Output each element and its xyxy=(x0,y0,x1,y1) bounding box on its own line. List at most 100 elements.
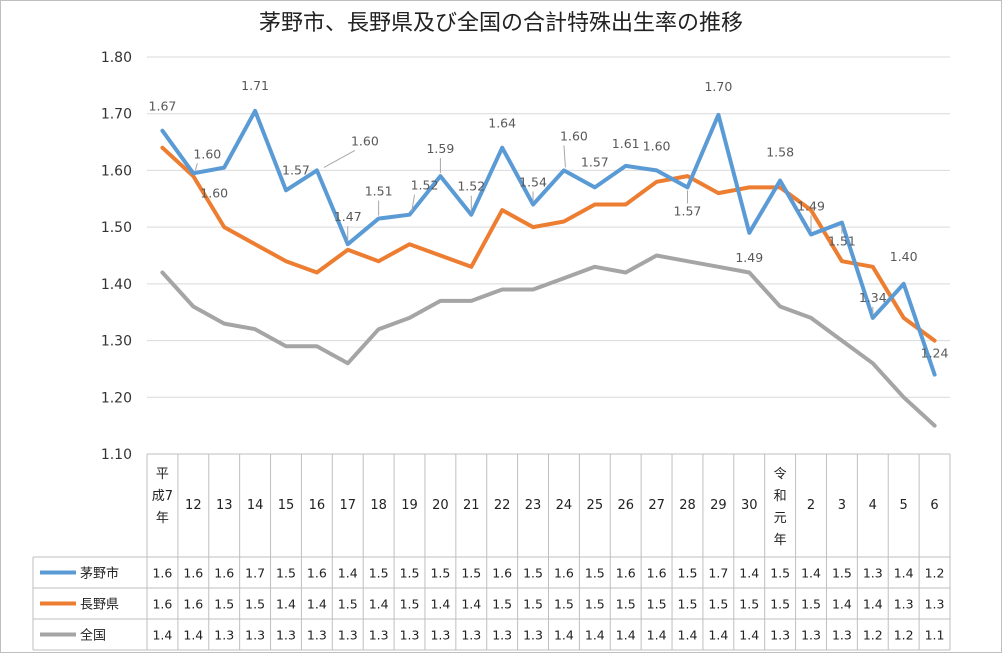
table-cell: 1.4 xyxy=(832,597,852,612)
series-name: 全国 xyxy=(80,628,106,644)
series-line xyxy=(160,253,937,428)
x-tick-label: 年 xyxy=(774,533,787,548)
label-leader-line xyxy=(194,163,198,171)
table-cell: 1.3 xyxy=(245,628,265,643)
table-cell: 1.6 xyxy=(152,597,172,612)
table-cell: 1.5 xyxy=(832,566,852,581)
x-tick-label: 22 xyxy=(494,498,511,513)
table-cell: 1.4 xyxy=(739,628,759,643)
data-label: 1.40 xyxy=(890,249,918,264)
data-label: 1.52 xyxy=(457,179,485,194)
table-cell: 1.5 xyxy=(369,566,389,581)
data-label: 1.47 xyxy=(334,209,362,224)
data-label: 1.51 xyxy=(828,234,856,249)
x-tick-label: 成7 xyxy=(152,489,173,504)
x-tick-label: 15 xyxy=(278,498,295,513)
x-tick-label: 13 xyxy=(216,498,233,513)
table-cell: 1.5 xyxy=(400,597,420,612)
data-label: 1.60 xyxy=(200,186,228,201)
table-cell: 1.4 xyxy=(616,628,636,643)
data-label: 1.52 xyxy=(411,178,439,193)
x-tick-label: 28 xyxy=(679,498,696,513)
table-cell: 1.3 xyxy=(307,628,327,643)
data-label: 1.34 xyxy=(859,290,887,305)
x-tick-label: 平 xyxy=(156,467,169,482)
table-cell: 1.4 xyxy=(863,597,883,612)
data-label: 1.57 xyxy=(581,154,609,169)
x-tick-label: 2 xyxy=(807,498,815,513)
table-cell: 1.2 xyxy=(894,628,914,643)
series-name: 茅野市 xyxy=(80,566,119,582)
data-label: 1.59 xyxy=(426,141,454,156)
label-leader-line xyxy=(563,145,566,168)
table-cell: 1.3 xyxy=(338,628,358,643)
table-cell: 1.4 xyxy=(152,628,172,643)
y-tick-label: 1.80 xyxy=(101,50,132,66)
table-cell: 1.4 xyxy=(461,597,481,612)
table-cell: 1.3 xyxy=(832,628,852,643)
table-cell: 1.3 xyxy=(492,628,512,643)
table-cell: 1.4 xyxy=(647,628,667,643)
x-tick-label: 25 xyxy=(587,498,604,513)
x-tick-label: 18 xyxy=(370,498,387,513)
x-tick-label: 14 xyxy=(247,498,264,513)
table-cell: 1.7 xyxy=(245,566,265,581)
data-label: 1.57 xyxy=(674,203,702,218)
data-label: 1.61 xyxy=(612,136,640,151)
data-label: 1.60 xyxy=(560,128,588,143)
table-cell: 1.5 xyxy=(616,597,636,612)
table-cell: 1.4 xyxy=(894,566,914,581)
y-tick-label: 1.10 xyxy=(101,447,132,463)
x-tick-label: 20 xyxy=(432,498,449,513)
table-cell: 1.5 xyxy=(276,566,296,581)
x-tick-label: 5 xyxy=(900,498,908,513)
data-label: 1.49 xyxy=(797,199,825,214)
data-labels: 1.671.601.601.711.571.601.471.51 1.521.59… xyxy=(149,78,949,361)
table-cell: 1.4 xyxy=(276,597,296,612)
table-cell: 1.4 xyxy=(739,566,759,581)
table-cell: 1.3 xyxy=(214,628,234,643)
table-cell: 1.3 xyxy=(863,566,883,581)
x-tick-label: 23 xyxy=(525,498,542,513)
table-cell: 1.6 xyxy=(554,566,574,581)
table-cell: 1.3 xyxy=(770,628,790,643)
x-tick-label: 26 xyxy=(617,498,634,513)
y-tick-label: 1.30 xyxy=(101,334,132,350)
table-cell: 1.3 xyxy=(523,628,543,643)
table-cell: 1.4 xyxy=(678,628,698,643)
data-label: 1.51 xyxy=(365,184,393,199)
table-cell: 1.3 xyxy=(801,628,821,643)
table-cell: 1.6 xyxy=(647,566,667,581)
table-cell: 1.4 xyxy=(183,628,203,643)
table-cell: 1.5 xyxy=(492,597,512,612)
table-cell: 1.5 xyxy=(647,597,667,612)
data-label: 1.58 xyxy=(766,145,794,160)
data-label: 1.60 xyxy=(643,138,671,153)
data-label: 1.64 xyxy=(488,116,516,131)
x-tick-label: 3 xyxy=(838,498,846,513)
table-cell: 1.5 xyxy=(770,597,790,612)
series-lines xyxy=(160,108,937,428)
x-tick-label: 29 xyxy=(710,498,727,513)
table-cell: 1.6 xyxy=(616,566,636,581)
table-cell: 1.5 xyxy=(801,597,821,612)
table-cell: 1.5 xyxy=(338,597,358,612)
table-cell: 1.3 xyxy=(430,628,450,643)
table-cell: 1.6 xyxy=(183,566,203,581)
x-tick-label: 年 xyxy=(156,511,169,526)
chart-title: 茅野市、長野県及び全国の合計特殊出生率の推移 xyxy=(259,11,743,36)
x-tick-label: 元 xyxy=(774,511,787,526)
table-cell: 1.5 xyxy=(430,566,450,581)
table-cell: 1.5 xyxy=(739,597,759,612)
table-cell: 1.4 xyxy=(708,628,728,643)
x-tick-label: 4 xyxy=(869,498,877,513)
table-cell: 1.4 xyxy=(801,566,821,581)
label-leader-line xyxy=(323,149,356,168)
x-tick-label: 12 xyxy=(185,498,202,513)
x-tick-label: 6 xyxy=(930,498,938,513)
x-tick-label: 27 xyxy=(648,498,665,513)
data-label: 1.57 xyxy=(282,162,310,177)
y-tick-label: 1.50 xyxy=(101,220,132,236)
